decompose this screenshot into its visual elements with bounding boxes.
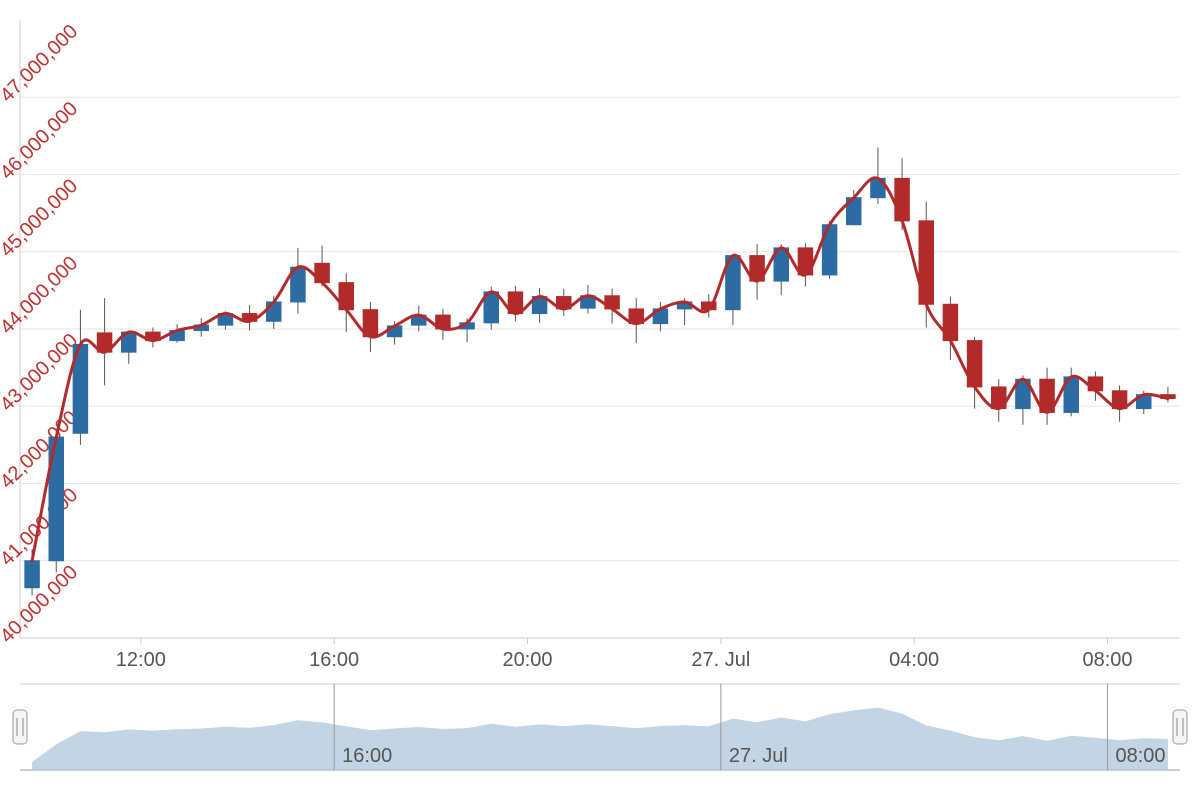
candle-body bbox=[267, 302, 282, 321]
candlestick-chart: 40,000,00041,000,00042,000,00043,000,000… bbox=[0, 0, 1200, 800]
y-tick-label: 40,000,000 bbox=[0, 561, 82, 647]
navigator-handle-left[interactable] bbox=[13, 710, 27, 744]
navigator-handle-right[interactable] bbox=[1173, 710, 1187, 744]
y-tick-label: 44,000,000 bbox=[0, 252, 82, 338]
x-tick-label: 20:00 bbox=[502, 649, 552, 671]
navigator-tick-label: 08:00 bbox=[1116, 745, 1166, 767]
navigator-tick-label: 16:00 bbox=[342, 745, 392, 767]
y-tick-label: 46,000,000 bbox=[0, 98, 82, 184]
y-tick-label: 41,000,000 bbox=[0, 484, 82, 570]
y-tick-label: 47,000,000 bbox=[0, 20, 82, 106]
x-tick-label: 27. Jul bbox=[691, 649, 750, 671]
y-tick-label: 45,000,000 bbox=[0, 175, 82, 261]
candle-body bbox=[895, 178, 910, 220]
chart-svg: 40,000,00041,000,00042,000,00043,000,000… bbox=[0, 0, 1200, 800]
navigator-area[interactable] bbox=[32, 708, 1168, 770]
navigator-tick-label: 27. Jul bbox=[729, 745, 788, 767]
x-tick-label: 12:00 bbox=[116, 649, 166, 671]
candle-body bbox=[25, 561, 40, 588]
x-tick-label: 08:00 bbox=[1082, 649, 1132, 671]
x-tick-label: 04:00 bbox=[889, 649, 939, 671]
y-tick-label: 42,000,000 bbox=[0, 407, 82, 493]
x-tick-label: 16:00 bbox=[309, 649, 359, 671]
trend-line bbox=[32, 178, 1168, 561]
